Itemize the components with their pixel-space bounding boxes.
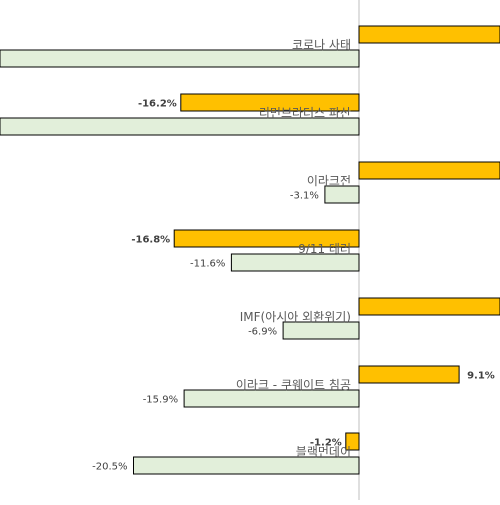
bar-series-a: [358, 365, 460, 384]
bar-series-a: [358, 161, 500, 180]
category-label: 9/11 테러: [298, 242, 351, 256]
category-label: 코로나 사태: [292, 38, 351, 52]
bar-series-b: [324, 185, 360, 204]
data-label-series-b: -3.1%: [290, 191, 319, 202]
data-label-series-b: -20.5%: [92, 462, 127, 473]
bar-series-b: [0, 117, 360, 136]
bar-series-b: [0, 49, 360, 68]
bar-series-b: [133, 456, 360, 475]
bar-series-a: [345, 432, 360, 451]
data-label-series-a: 9.1%: [467, 371, 495, 382]
data-label-series-b: -11.6%: [190, 259, 225, 270]
bar-series-b: [230, 253, 360, 272]
category-label: 블랙먼데이: [296, 445, 351, 459]
bar-series-a: [173, 229, 360, 248]
bar-series-a: [180, 93, 360, 112]
category-label: 리먼브라더스 파산: [259, 106, 351, 120]
bar-series-a: [358, 25, 500, 44]
data-label-series-b: -15.9%: [143, 395, 178, 406]
data-label-series-a: -16.2%: [138, 99, 177, 110]
data-label-series-b: -6.9%: [248, 327, 277, 338]
category-label: IMF(아시아 외환위기): [240, 310, 351, 324]
category-label: 이라크 - 쿠웨이트 침공: [236, 378, 351, 392]
data-label-series-a: -1.2%: [310, 438, 342, 449]
bar-series-a: [358, 297, 500, 316]
bar-series-b: [282, 321, 360, 340]
bar-series-b: [183, 389, 360, 408]
category-label: 이라크전: [307, 174, 351, 188]
data-label-series-a: -16.8%: [131, 235, 170, 246]
